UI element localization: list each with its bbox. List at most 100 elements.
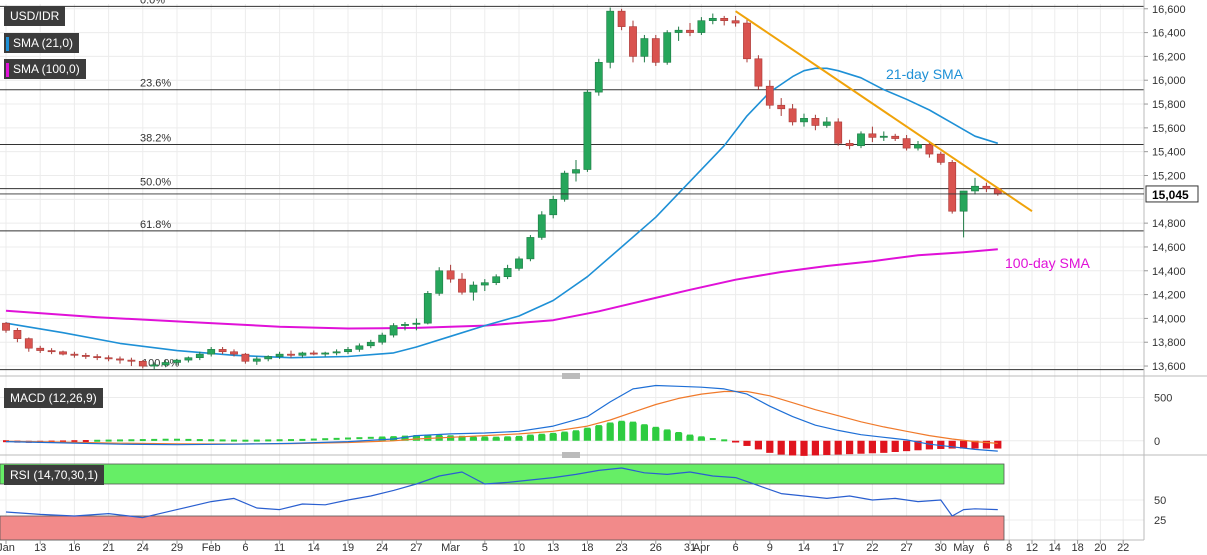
macd-hist-bar — [777, 440, 785, 455]
candle-body — [70, 353, 79, 356]
legend-sma100[interactable]: SMA (100,0) — [4, 59, 86, 79]
candle-body — [458, 278, 466, 293]
candle-body — [355, 345, 364, 350]
macd-hist-bar — [538, 434, 546, 441]
candle-body — [572, 169, 580, 174]
macd-hist-bar — [469, 437, 477, 441]
x-tick-label: Apr — [693, 542, 710, 554]
macd-signal-line — [5, 390, 998, 445]
candle-body — [948, 162, 957, 212]
candle-body — [902, 138, 911, 149]
price-tick-label: 16,000 — [1152, 75, 1186, 87]
candle-body — [686, 29, 694, 33]
candle-body — [264, 356, 273, 360]
price-tick-label: 14,400 — [1152, 266, 1186, 278]
rsi-tick-label: 25 — [1154, 515, 1166, 527]
candle-body — [651, 38, 660, 63]
candle-body — [720, 17, 729, 21]
candle-body — [982, 185, 991, 189]
candle-body — [469, 284, 478, 293]
x-tick-label: May — [953, 542, 974, 554]
candle-body — [971, 185, 979, 192]
x-tick-label: 6 — [983, 542, 989, 554]
fib-label: 50.0% — [140, 177, 171, 189]
candle-body — [492, 276, 501, 283]
macd-hist-bar — [732, 440, 740, 443]
candle-body — [765, 85, 774, 106]
candle-body — [423, 293, 432, 324]
price-tick-label: 14,800 — [1152, 218, 1186, 230]
candle-body — [321, 352, 330, 355]
candle-body — [663, 32, 672, 63]
macd-hist-bar — [789, 440, 797, 456]
macd-hist-bar — [652, 427, 660, 441]
candle-body — [879, 135, 888, 138]
candle-body — [401, 324, 409, 326]
candle-body — [503, 268, 512, 278]
macd-hist-bar — [606, 423, 614, 441]
candle-body — [708, 17, 717, 21]
x-tick-label: 27 — [900, 542, 912, 554]
macd-hist-bar — [925, 440, 933, 450]
candle-body — [332, 351, 341, 354]
candle-body — [868, 133, 877, 138]
legend-macd-label: MACD (12,26,9) — [10, 391, 97, 405]
macd-hist-bar — [982, 440, 990, 449]
macd-hist-bar — [618, 421, 626, 441]
candle-body — [925, 144, 934, 155]
macd-hist-bar — [971, 440, 979, 449]
candle-body — [811, 118, 820, 126]
last-price-tag — [1145, 185, 1199, 203]
legend-sma21[interactable]: SMA (21,0) — [4, 33, 80, 53]
rsi-oversold-zone — [0, 515, 1005, 541]
macd-hist-bar — [903, 440, 911, 452]
candle-body — [845, 143, 854, 147]
price-tick-label: 15,600 — [1152, 123, 1186, 135]
candle-body — [252, 358, 261, 362]
price-tick-label: 14,200 — [1152, 290, 1186, 302]
legend-rsi[interactable]: RSI (14,70,30,1) — [4, 465, 105, 485]
candle-body — [218, 349, 227, 353]
x-tick-label: 26 — [650, 542, 662, 554]
x-tick-label: 27 — [410, 542, 422, 554]
x-tick-label: Mar — [441, 542, 460, 554]
candle-body — [184, 357, 193, 361]
legend-macd[interactable]: MACD (12,26,9) — [4, 388, 103, 408]
price-panel: 21-day SMA 100-day SMA — [0, 7, 1144, 370]
rsi-tick-label: 50 — [1154, 495, 1166, 507]
sma100-swatch-icon — [6, 62, 9, 77]
price-tick-label: 16,400 — [1152, 28, 1186, 40]
candle-body — [378, 334, 387, 343]
legend-symbol[interactable]: USD/IDR — [4, 6, 66, 26]
macd-hist-bar — [937, 440, 945, 449]
x-tick-label: 12 — [1026, 542, 1038, 554]
candle-body — [287, 353, 295, 356]
candle-body — [594, 62, 603, 93]
candle-body — [161, 362, 170, 366]
price-tick-label: 13,800 — [1152, 337, 1186, 349]
fib-label: 0.0% — [140, 0, 165, 6]
x-tick-label: 30 — [935, 542, 947, 554]
x-tick-label: 24 — [376, 542, 388, 554]
macd-hist-bar — [743, 440, 751, 446]
x-tick-label: Feb — [202, 542, 221, 554]
legend-rsi-label: RSI (14,70,30,1) — [10, 468, 99, 482]
candle-body — [731, 20, 740, 24]
price-tick-label: 16,600 — [1152, 4, 1186, 16]
macd-hist-bar — [846, 440, 854, 455]
macd-hist-bar — [948, 440, 956, 449]
price-tick-label: 14,000 — [1152, 313, 1186, 325]
macd-hist-bar — [640, 425, 648, 441]
x-tick-label: 19 — [342, 542, 354, 554]
macd-hist-bar — [994, 440, 1002, 449]
candle-body — [606, 10, 615, 63]
candle-body — [526, 237, 535, 260]
candle-body — [195, 353, 204, 359]
price-tick-label: 13,600 — [1152, 361, 1186, 373]
x-tick-label: 29 — [171, 542, 183, 554]
x-tick-label: 14 — [798, 542, 810, 554]
macd-hist-bar — [880, 440, 888, 453]
candle-body — [412, 322, 421, 325]
macd-hist-bar — [401, 436, 409, 441]
